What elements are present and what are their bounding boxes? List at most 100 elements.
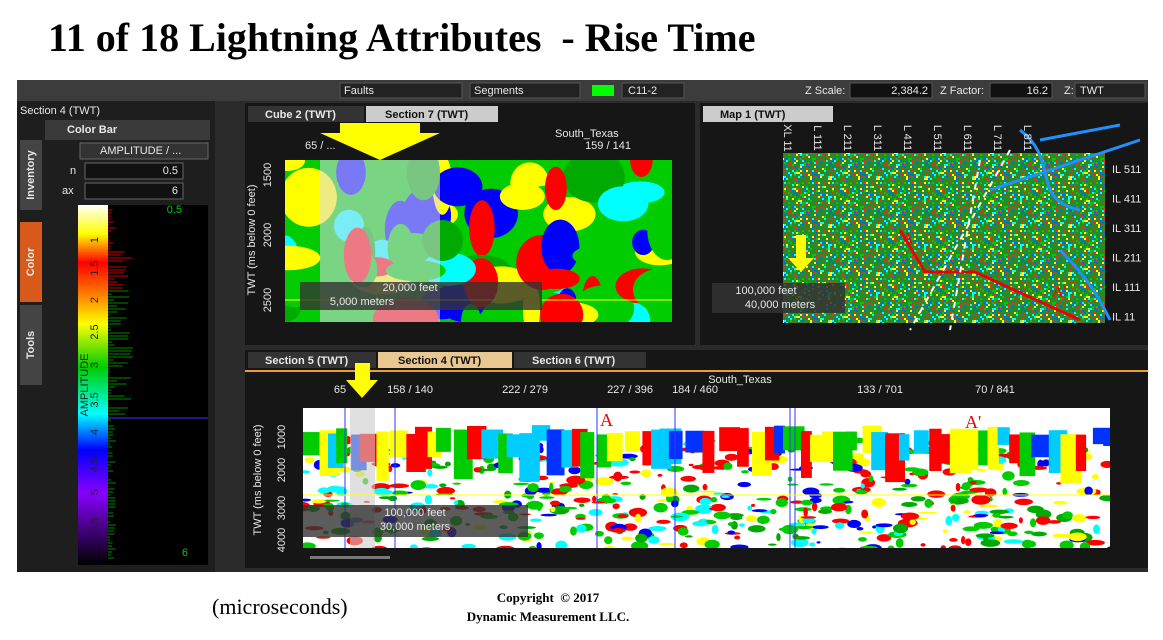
texture xyxy=(900,483,918,488)
texture xyxy=(850,452,865,460)
texture xyxy=(601,493,611,504)
tab-active[interactable] xyxy=(366,106,498,122)
texture xyxy=(1003,539,1023,544)
texture xyxy=(285,245,321,271)
texture xyxy=(973,513,989,517)
tab-active[interactable] xyxy=(703,106,833,122)
inline-label: IL 411 xyxy=(1112,193,1141,205)
label: 159 / 141 xyxy=(585,140,631,152)
trace-label: 184 / 460 xyxy=(672,384,718,396)
label: Section 4 (TWT) xyxy=(20,105,100,117)
texture xyxy=(303,432,322,456)
texture xyxy=(469,200,495,257)
texture xyxy=(892,523,909,534)
texture xyxy=(737,481,751,488)
tools-tab[interactable] xyxy=(20,305,42,385)
texture xyxy=(838,546,846,548)
z-domain-dropdown[interactable] xyxy=(1074,82,1146,99)
label: 6 xyxy=(172,185,178,197)
color-tab[interactable] xyxy=(20,222,42,302)
crossline-label: L 311 xyxy=(871,125,883,151)
texture xyxy=(927,490,946,498)
texture xyxy=(658,542,676,546)
z-factor-input[interactable] xyxy=(989,82,1053,99)
texture xyxy=(670,515,684,518)
inventory-tab[interactable] xyxy=(20,140,42,210)
texture xyxy=(481,429,504,459)
texture xyxy=(311,499,327,504)
texture xyxy=(421,547,432,548)
texture xyxy=(569,526,577,536)
texture xyxy=(794,507,812,512)
texture xyxy=(452,482,462,485)
texture xyxy=(920,543,926,547)
texture xyxy=(975,533,995,539)
yellow-arrow xyxy=(346,363,378,398)
texture xyxy=(529,518,542,522)
inline-label: IL 111 xyxy=(1112,282,1141,294)
attribute-dropdown[interactable] xyxy=(79,142,209,160)
texture xyxy=(800,431,812,478)
horizon-dropdown[interactable] xyxy=(621,82,685,99)
horizon-color[interactable] xyxy=(592,85,614,96)
texture xyxy=(989,531,1004,535)
crossline-label: L 111 xyxy=(811,125,823,151)
trace-label: 65 xyxy=(334,384,346,396)
texture xyxy=(800,499,813,506)
faults-dropdown[interactable] xyxy=(339,82,463,99)
texture xyxy=(951,513,960,522)
texture xyxy=(606,432,623,462)
texture xyxy=(473,467,483,473)
texture xyxy=(783,426,805,451)
texture xyxy=(811,501,818,512)
texture xyxy=(809,497,822,504)
tab[interactable] xyxy=(248,106,364,122)
texture xyxy=(391,490,409,496)
zoom-slider[interactable] xyxy=(310,556,390,559)
texture xyxy=(833,487,846,493)
crossline-label: L 511 xyxy=(931,125,943,151)
texture xyxy=(788,522,806,526)
texture xyxy=(499,182,545,210)
texture xyxy=(695,504,713,514)
texture xyxy=(711,524,719,535)
texture xyxy=(453,500,459,505)
texture xyxy=(858,531,874,534)
texture xyxy=(410,544,418,548)
texture xyxy=(1018,517,1023,524)
texture xyxy=(1100,460,1110,468)
texture xyxy=(912,471,927,476)
texture xyxy=(578,503,585,508)
texture xyxy=(1041,459,1051,467)
segments-dropdown[interactable] xyxy=(469,82,581,99)
texture xyxy=(871,432,889,471)
tab-active[interactable] xyxy=(378,352,512,368)
texture xyxy=(770,508,777,515)
section-line xyxy=(898,229,1081,322)
texture xyxy=(1053,501,1068,505)
texture xyxy=(1056,482,1062,485)
inline-label: IL 311 xyxy=(1112,223,1141,235)
texture xyxy=(787,483,799,486)
texture xyxy=(620,481,632,486)
trace-label: 222 / 279 xyxy=(502,384,548,396)
tick-label: 1500 xyxy=(262,163,274,187)
texture xyxy=(891,487,908,491)
texture xyxy=(595,530,604,537)
texture xyxy=(751,509,768,513)
texture xyxy=(549,500,561,506)
tick-label: 1000 xyxy=(276,425,288,449)
tab[interactable] xyxy=(248,352,376,368)
tab-label: Map 1 (TWT) xyxy=(720,109,786,121)
texture xyxy=(909,519,916,526)
texture xyxy=(531,425,551,441)
tab[interactable] xyxy=(514,352,646,368)
texture xyxy=(1092,473,1099,480)
min-input[interactable] xyxy=(84,162,184,180)
texture xyxy=(872,525,877,529)
texture xyxy=(997,427,1010,445)
max-input[interactable] xyxy=(84,182,184,200)
tick-label: 2500 xyxy=(262,288,274,312)
z-scale-input[interactable] xyxy=(849,82,933,99)
label: 0.5 xyxy=(163,165,178,177)
